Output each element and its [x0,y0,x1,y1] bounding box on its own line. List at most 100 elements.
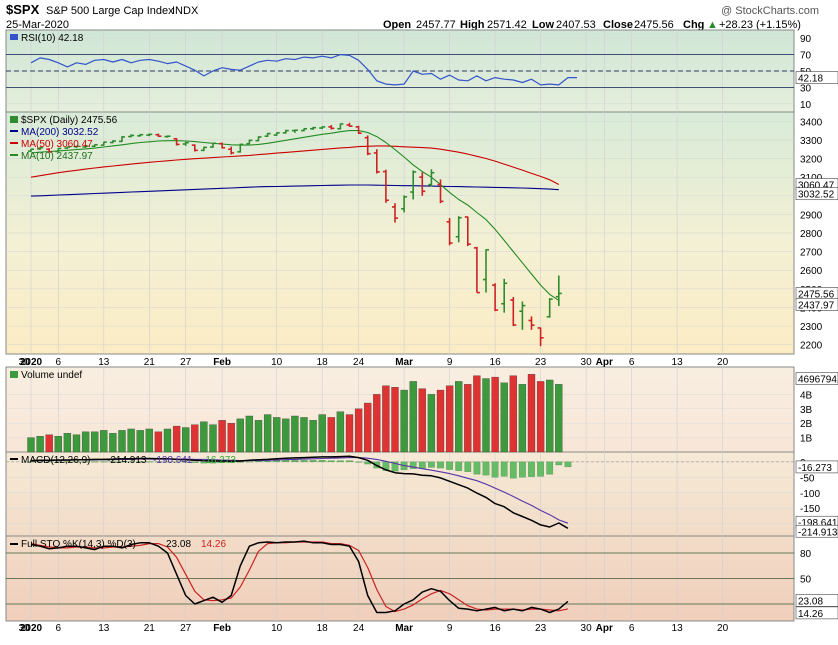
volume-bar [72,434,81,453]
volume-bar [491,376,499,453]
volume-bar [282,418,290,453]
volume-legend-text: Volume undef [21,370,82,381]
stochastic-x-label: 23 [535,623,547,634]
macd-histogram-bar [337,460,344,463]
volume-bar [391,387,399,453]
ma200-last-value: 3032.52 [798,190,835,201]
stochastic-d-last-value: 14.26 [798,609,823,620]
stochastic-legend-prefix: Full STO %K(14,3) %D(3) [21,539,136,550]
price-x-label: 6 [56,357,62,368]
macd-histogram-bar [309,460,317,463]
volume-bar [455,381,463,453]
price-legend-swatch [10,116,18,123]
macd-histogram-bar [318,460,326,463]
volume-tick-label: 1B [800,434,813,445]
price-tick-label: 2300 [800,322,823,333]
macd-histogram-bar [236,461,244,463]
ma10-last-value-box [795,298,838,311]
stochastic-d-last-value-box [795,606,838,620]
volume-legend: Volume undef [10,370,82,381]
macd-histogram-bar [509,461,517,479]
stochastic-x-label: Feb [213,623,231,634]
macd-tick-label: -100 [800,489,820,500]
stochastic-x-label: 10 [271,623,283,634]
stochastic-x-label: 13 [98,623,110,634]
rsi-tick-label: 10 [800,100,812,111]
volume-bar [536,381,545,453]
watermark: @ StockCharts.com [721,5,819,17]
macd-tick-label: -50 [800,473,815,484]
price-tick-label: 2600 [800,266,823,277]
volume-bar [63,433,72,453]
macd-histogram-bar [273,460,281,463]
ma-line-1 [30,145,560,185]
macd-line [30,455,569,529]
macd-histogram-bar [437,461,444,469]
volume-bar [473,375,481,453]
rsi-tick-label: 70 [800,51,812,62]
volume-bar [327,417,335,453]
volume-bar [91,431,99,453]
volume-bar [254,420,263,453]
volume-bar [400,389,408,453]
volume-bar [464,384,472,453]
volume-bar [136,430,144,453]
volume-bar [36,436,44,453]
macd-legend-prefix: MACD(12,26,9) [21,455,90,466]
volume-bar [209,424,217,453]
price-x-label: 9 [447,357,453,368]
ma-line-2 [30,130,560,301]
ma50-last-value: 3060.47 [798,181,835,192]
macd-histogram-bar [300,460,308,463]
high-label: High [460,19,485,31]
volume-bar [145,428,153,453]
stochastic-x-label: 6 [56,623,62,634]
volume-bar [318,414,326,453]
stochastic-d-legend-value: 14.26 [201,539,226,550]
stochastic-x-label: 30 [581,623,593,634]
macd-histogram-bar [355,461,362,463]
volume-bar [81,431,90,453]
exchange: INDX [172,5,199,17]
volume-tick-label: 4B [800,390,813,401]
macd-histogram-bar [82,461,89,463]
volume-bar [300,417,308,453]
macd-histogram-bar [282,460,290,463]
price-last-value: 2475.56 [798,289,835,300]
rsi-last-value: 42.18 [798,74,823,85]
macd-histogram-bar [100,461,108,463]
high-value: 2571.42 [487,19,527,31]
macd-histogram-bar [173,461,180,463]
volume-bar [263,414,272,453]
volume-bar [409,381,417,453]
volume-bar [345,414,354,453]
volume-legend-swatch [10,371,18,378]
volume-bar [109,433,117,453]
volume-bar [445,385,454,453]
macd-histogram-bar [418,461,426,469]
price-x-label: 23 [535,357,547,368]
macd-histogram-bar [73,461,80,463]
stochastic-k-legend-value: 23.08 [166,539,191,550]
rsi-tick-label: 30 [800,83,812,94]
stochastic-x-label: Apr [596,623,613,634]
close-value: 2475.56 [634,19,674,31]
volume-bar [373,394,381,453]
stochastic-x-label: 13 [672,623,684,634]
close-label: Close [603,19,633,31]
rsi-legend-swatch [10,34,18,40]
macd-histogram-bar [182,461,190,463]
macd-histogram-bar [127,461,135,463]
chg-value: +28.23 (+1.15%) [719,19,801,31]
price-x-label: 30 [581,357,593,368]
volume-bar [500,382,508,453]
ma200-legend-text: MA(200) 3032.52 [21,127,99,138]
volume-bar [546,379,554,453]
stochastic-x-label: 9 [447,623,453,634]
volume-bar [482,378,490,453]
macd-histogram-bar [109,461,117,463]
macd-histogram-bar [54,461,62,463]
macd-panel [5,451,795,537]
price-x-label: 10 [271,357,283,368]
marks-layer [27,53,577,614]
